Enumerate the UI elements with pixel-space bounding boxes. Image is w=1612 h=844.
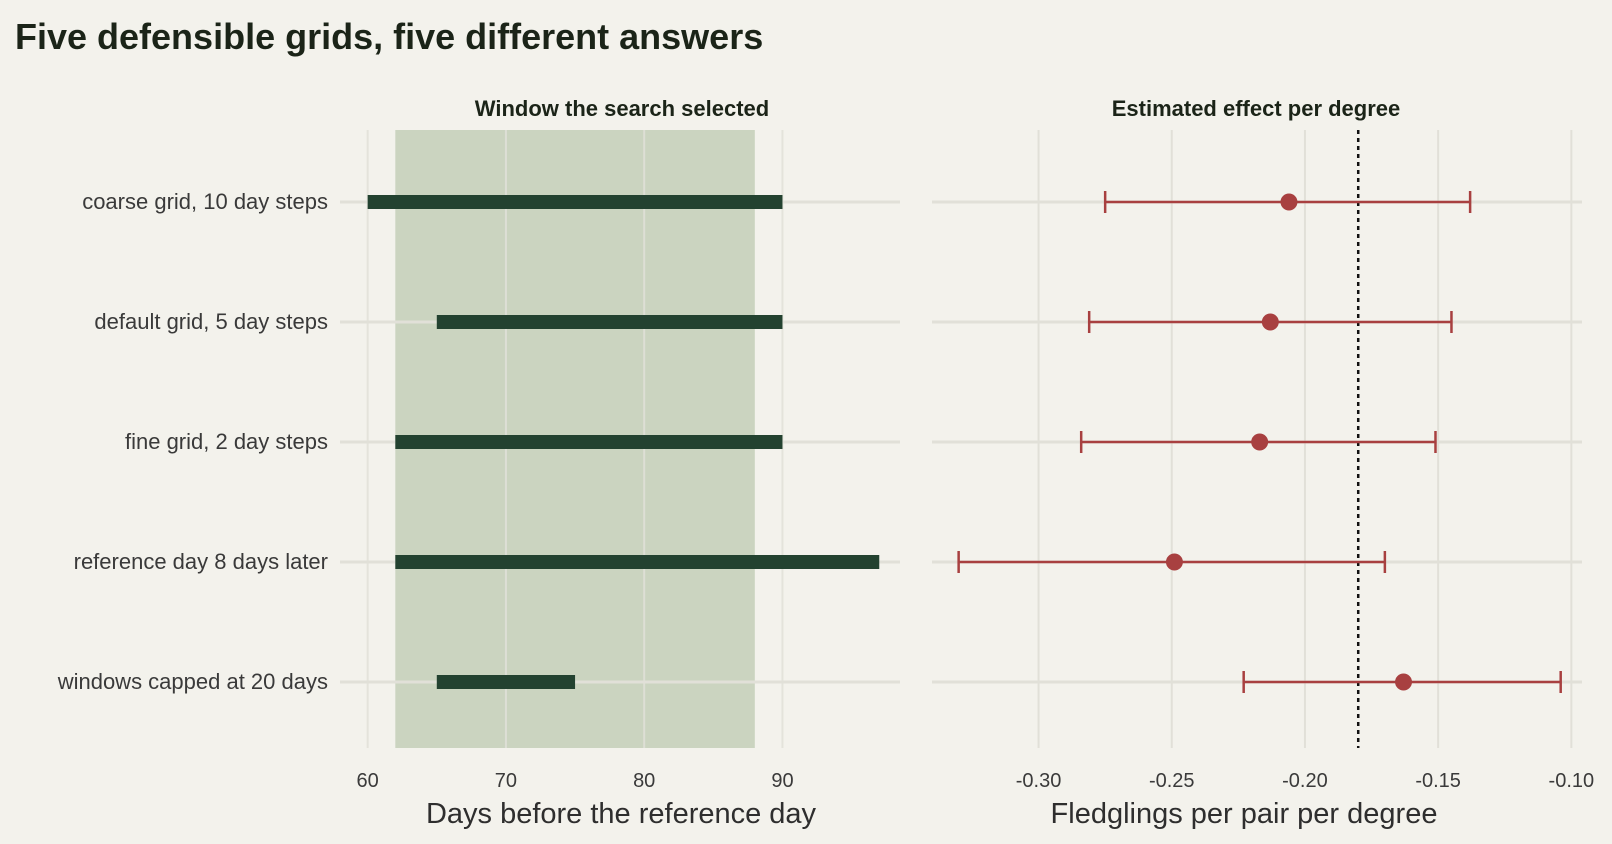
estimate-row [957,551,1387,573]
right-x-tick-label: -0.20 [1282,770,1328,792]
right-x-axis-label: Fledglings per pair per degree [1051,798,1438,830]
row-label: coarse grid, 10 day steps [82,189,328,214]
estimate-row [1242,671,1562,693]
estimate-point [1280,193,1298,211]
right-x-tick-label: -0.30 [1016,770,1062,792]
row-label: default grid, 5 day steps [94,309,328,334]
row-label: windows capped at 20 days [57,669,328,694]
window-bar [367,195,783,209]
right-panel: -0.30 -0.25 -0.20 -0.15 -0.10 Estimated effec… [932,96,1594,830]
left-panel-title: Window the search selected [475,96,769,121]
left-x-tick-label: 70 [495,770,517,792]
right-x-tick-label: -0.25 [1149,770,1195,792]
row-label: fine grid, 2 day steps [125,429,328,454]
estimate-row [1103,191,1472,213]
row-labels: coarse grid, 10 day steps default grid, 5… [57,189,328,694]
window-bar [436,675,576,689]
left-x-tick-label: 90 [771,770,793,792]
estimate-row [1079,431,1437,453]
right-x-tick-label: -0.10 [1549,770,1595,792]
left-x-tick-label: 60 [357,770,379,792]
right-panel-title: Estimated effect per degree [1112,96,1401,121]
window-bar [395,555,880,569]
left-x-tick-label: 80 [633,770,655,792]
estimate-point [1251,433,1269,451]
window-bar [436,315,783,329]
left-panel: 60 70 80 90 Window the search selected Days b… [340,96,900,830]
estimate-row [1087,311,1453,333]
right-x-tick-label: -0.15 [1415,770,1461,792]
estimate-point [1261,313,1279,331]
chart-title: Five defensible grids, five different an… [15,16,764,57]
row-label: reference day 8 days later [74,549,328,574]
estimate-point [1395,673,1413,691]
window-bar [395,435,783,449]
estimate-point [1165,553,1183,571]
left-x-axis-label: Days before the reference day [426,798,817,830]
